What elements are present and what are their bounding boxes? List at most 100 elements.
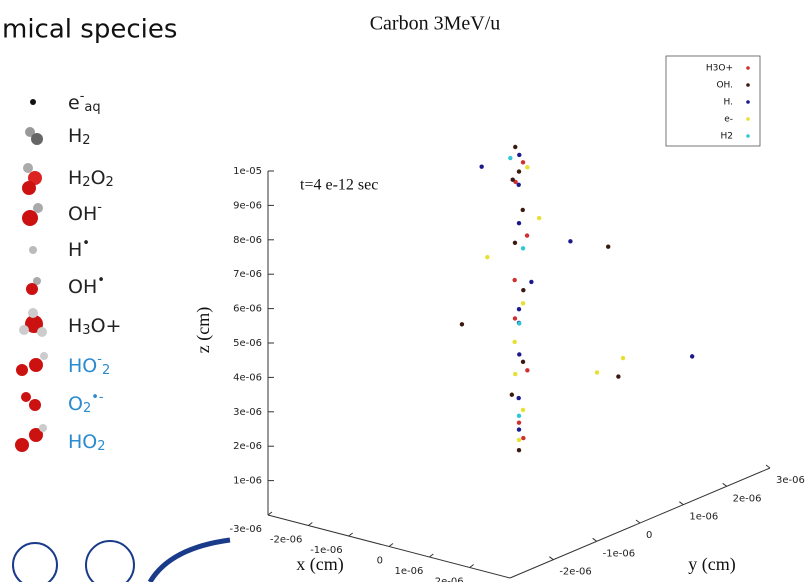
point bbox=[606, 244, 611, 249]
species-label: H2O2 bbox=[68, 167, 114, 190]
species-label-part: 2 bbox=[83, 401, 91, 416]
species-label-part: • bbox=[97, 273, 105, 288]
y-tick-label: 0 bbox=[646, 530, 652, 541]
point bbox=[520, 207, 525, 213]
legend-box bbox=[665, 55, 761, 147]
species-label: H• bbox=[68, 236, 90, 261]
species-label-part: H bbox=[68, 125, 82, 147]
species-label: H2 bbox=[68, 125, 91, 148]
species-label-part: OH bbox=[68, 276, 97, 298]
legend-marker bbox=[746, 100, 750, 104]
species-label-part: - bbox=[97, 352, 102, 367]
species-label-part: 2 bbox=[97, 439, 105, 454]
legend-label: H. bbox=[724, 98, 733, 108]
x-axis-label: x (cm) bbox=[296, 554, 343, 575]
species-label-part: •- bbox=[91, 390, 104, 405]
point bbox=[516, 420, 522, 425]
point bbox=[516, 427, 522, 432]
point bbox=[459, 322, 465, 327]
z-tick-label: 1e-05 bbox=[233, 166, 262, 177]
annotation: t=4 e-12 sec bbox=[300, 177, 378, 194]
species-label-part: H bbox=[68, 315, 82, 337]
y-tick-label: -2e-06 bbox=[559, 567, 591, 578]
point bbox=[512, 316, 518, 321]
species-label-part: HO bbox=[68, 431, 97, 453]
point bbox=[516, 413, 522, 419]
chart: Carbon 3MeV/u t=4 e-12 sec 1e-06 2e-06 3e-06… bbox=[193, 13, 805, 582]
x-tick-label: 1e-06 bbox=[394, 566, 423, 577]
z-tick-label: 3e-06 bbox=[233, 407, 262, 418]
species-label: H3O+ bbox=[68, 315, 121, 338]
point bbox=[516, 448, 522, 453]
legend-marker bbox=[746, 66, 750, 70]
point bbox=[510, 177, 515, 182]
legend-label: e- bbox=[724, 115, 733, 125]
x-tick bbox=[429, 553, 434, 558]
species-label-part: O+ bbox=[91, 315, 122, 337]
species-label-part: O bbox=[68, 393, 83, 415]
point bbox=[520, 246, 526, 251]
point bbox=[517, 152, 522, 158]
z-tick-label: 6e-06 bbox=[233, 304, 262, 315]
species-label: OH- bbox=[68, 200, 102, 225]
point bbox=[485, 254, 490, 260]
point bbox=[516, 306, 522, 312]
z-tick-label: 1e-06 bbox=[233, 476, 262, 487]
point bbox=[513, 371, 518, 377]
point bbox=[529, 279, 534, 285]
point bbox=[520, 359, 526, 365]
species-label-part: aq bbox=[84, 100, 100, 115]
point bbox=[479, 164, 484, 169]
slide-title: mical species bbox=[2, 15, 177, 45]
legend-label: H3O+ bbox=[706, 64, 733, 74]
point bbox=[512, 240, 518, 245]
x-tick-label: -2e-06 bbox=[270, 535, 302, 546]
point bbox=[509, 392, 515, 397]
y-tick-label: 2e-06 bbox=[733, 493, 762, 504]
z-tick-label: 5e-06 bbox=[233, 338, 262, 349]
x-tick-label: 0 bbox=[377, 556, 383, 567]
y-tick bbox=[635, 519, 641, 524]
point bbox=[513, 144, 518, 150]
species-label-part: HO bbox=[68, 355, 97, 377]
species-label-part: e bbox=[68, 92, 80, 114]
x-tick bbox=[267, 511, 273, 516]
point bbox=[517, 352, 522, 357]
x-tick bbox=[348, 532, 353, 537]
y-tick-label: 3e-06 bbox=[776, 475, 805, 486]
point bbox=[512, 339, 517, 345]
species-label-part: - bbox=[80, 89, 85, 104]
point bbox=[516, 395, 521, 401]
species-label-part: 2 bbox=[102, 363, 110, 378]
point bbox=[520, 301, 526, 306]
chart-title: Carbon 3MeV/u bbox=[370, 13, 501, 35]
y-tick bbox=[592, 537, 597, 542]
species-label-part: H bbox=[68, 167, 82, 189]
species-label: HO2 bbox=[68, 431, 106, 454]
y-tick bbox=[722, 482, 727, 487]
z-tick-label: 2e-06 bbox=[233, 441, 262, 452]
point bbox=[524, 233, 530, 238]
z-tick-label: 7e-06 bbox=[233, 269, 262, 280]
legend-marker bbox=[746, 83, 750, 87]
point bbox=[508, 155, 513, 161]
point bbox=[517, 321, 522, 326]
species-label: e-aq bbox=[68, 89, 101, 115]
species-label-part: H bbox=[68, 239, 82, 261]
x-tick bbox=[308, 522, 313, 526]
y-axis-label: y (cm) bbox=[688, 554, 735, 575]
legend-marker bbox=[746, 117, 750, 121]
point bbox=[525, 165, 530, 170]
legend-label: H2 bbox=[721, 132, 734, 142]
species-label-part: O bbox=[91, 167, 106, 189]
species-label-part: 2 bbox=[82, 133, 90, 148]
point bbox=[516, 437, 522, 443]
z-tick-label: 8e-06 bbox=[233, 235, 262, 246]
y-tick-label: -1e-06 bbox=[603, 548, 635, 559]
point bbox=[594, 370, 600, 375]
point bbox=[516, 169, 522, 174]
point bbox=[516, 220, 522, 226]
legend-label: OH. bbox=[716, 81, 733, 91]
species-label-part: • bbox=[82, 236, 90, 251]
y-tick bbox=[549, 556, 554, 561]
